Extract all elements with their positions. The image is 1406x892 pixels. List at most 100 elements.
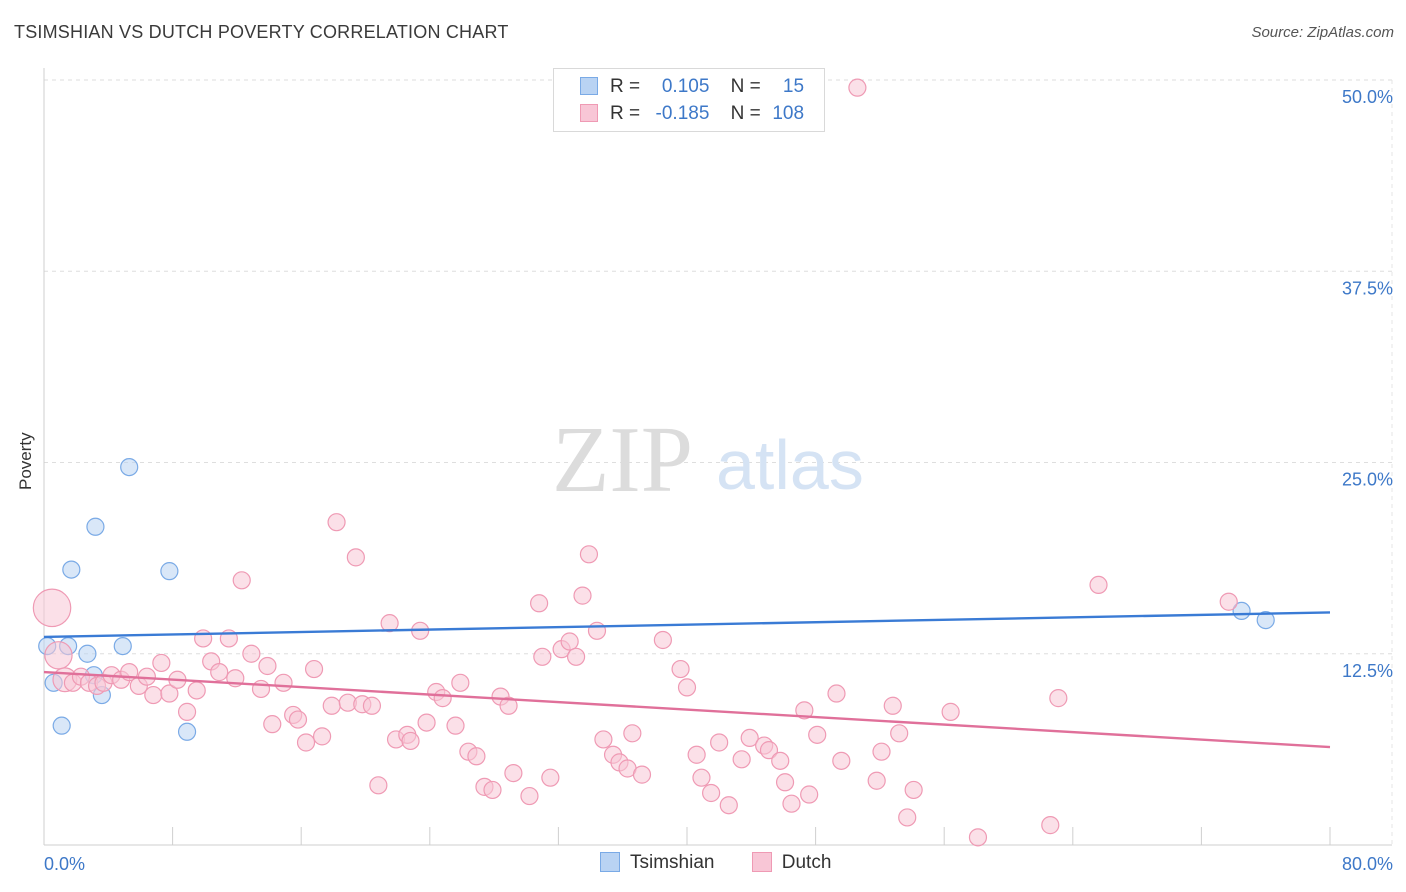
- legend-n-value-dutch: 108: [772, 103, 805, 124]
- point-dutch-61: [533, 647, 552, 666]
- point-dutch-76: [671, 659, 690, 679]
- point-dutch-79: [692, 768, 711, 787]
- point-dutch-57: [499, 696, 518, 715]
- point-dutch-87: [771, 751, 790, 770]
- point-dutch-51: [451, 673, 470, 692]
- point-dutch-90: [795, 701, 814, 720]
- point-tsimshian-5: [78, 644, 97, 663]
- point-dutch-103: [968, 828, 988, 847]
- y-tick-label-1: 25.0%: [1342, 470, 1393, 490]
- point-tsimshian-12: [177, 722, 197, 741]
- point-dutch-47: [417, 713, 436, 732]
- point-dutch-97: [872, 742, 891, 761]
- x-tick-label-min: 0.0%: [44, 854, 85, 874]
- point-dutch-21: [210, 663, 229, 682]
- point-dutch-89: [782, 794, 801, 813]
- point-dutch-83: [732, 750, 751, 769]
- y-tick-label-2: 37.5%: [1342, 278, 1393, 298]
- point-dutch-36: [327, 513, 346, 532]
- point-dutch-106: [1089, 575, 1108, 595]
- point-dutch-80: [702, 783, 721, 803]
- point-dutch-105: [1049, 689, 1068, 708]
- point-dutch-102: [941, 702, 960, 721]
- point-dutch-68: [587, 621, 607, 640]
- point-dutch-107: [1219, 592, 1238, 611]
- point-dutch-73: [623, 724, 642, 743]
- point-dutch-98: [883, 696, 902, 715]
- trend-lines: [43, 611, 1331, 749]
- legend-n-value-tsimshian: 15: [782, 76, 805, 97]
- point-dutch-33: [304, 659, 324, 679]
- point-dutch-93: [827, 684, 846, 703]
- point-dutch-41: [369, 776, 388, 795]
- point-tsimshian-2: [52, 716, 71, 735]
- series-legend: Tsimshian Dutch: [600, 852, 863, 874]
- point-tsimshian-14: [1256, 610, 1275, 630]
- point-dutch-32: [296, 733, 316, 752]
- trend-line-dutch: [43, 670, 1331, 749]
- watermark: ZIP atlas: [552, 408, 864, 512]
- point-dutch-104: [1041, 816, 1060, 835]
- point-dutch-18: [187, 681, 206, 700]
- point-dutch-74: [632, 765, 652, 784]
- watermark-zip: ZIP: [552, 408, 693, 512]
- point-dutch-69: [594, 730, 613, 749]
- x-tick-label-max: 80.0%: [1342, 854, 1393, 874]
- trend-line-tsimshian: [43, 611, 1331, 639]
- y-axis-label: Poverty: [16, 432, 35, 490]
- point-dutch-91: [800, 785, 819, 804]
- series-name-tsimshian: Tsimshian: [630, 852, 715, 873]
- point-dutch-82: [719, 796, 738, 815]
- point-dutch-92: [808, 725, 827, 744]
- series-swatch-dutch: [751, 852, 772, 872]
- source-label: Source: ZipAtlas.com: [1251, 24, 1394, 41]
- point-dutch-75: [653, 630, 672, 650]
- point-dutch-86: [759, 741, 779, 760]
- point-dutch-58: [504, 763, 523, 783]
- point-dutch-88: [775, 773, 795, 792]
- point-dutch-49: [433, 689, 452, 708]
- point-tsimshian-11: [160, 562, 179, 581]
- point-tsimshian-10: [120, 457, 139, 477]
- point-dutch-55: [483, 780, 502, 800]
- point-dutch-64: [560, 632, 579, 651]
- legend-r-label: R =: [610, 103, 641, 124]
- watermark-atlas: atlas: [716, 426, 864, 504]
- point-dutch-100: [898, 808, 917, 827]
- point-dutch-17: [177, 702, 197, 721]
- point-dutch-99: [890, 724, 909, 743]
- point-dutch-66: [573, 586, 592, 605]
- point-dutch-29: [274, 673, 293, 692]
- legend-swatch-dutch: [580, 104, 598, 122]
- tick-labels: 12.5% 25.0% 37.5% 50.0% 0.0% 80.0%: [44, 87, 1393, 874]
- point-dutch-101: [904, 780, 923, 800]
- point-tsimshian-4: [62, 560, 81, 579]
- y-tick-label-3: 50.0%: [1342, 87, 1393, 107]
- point-dutch-1: [44, 641, 73, 670]
- point-dutch-50: [446, 716, 465, 735]
- point-dutch-25: [242, 644, 261, 663]
- point-dutch-27: [258, 656, 277, 676]
- legend-swatch-tsimshian: [580, 77, 598, 95]
- point-dutch-42: [380, 614, 399, 633]
- point-dutch-65: [566, 647, 586, 666]
- point-tsimshian-9: [113, 636, 132, 656]
- point-dutch-84: [740, 728, 759, 748]
- point-tsimshian-7: [86, 517, 105, 536]
- legend-r-value-tsimshian: 0.105: [661, 76, 710, 97]
- legend-n-label: N =: [730, 103, 761, 124]
- point-dutch-67: [579, 545, 599, 564]
- grid-lines: [44, 79, 1393, 845]
- point-dutch-26: [251, 679, 271, 699]
- series-legend-dutch[interactable]: Dutch: [751, 852, 831, 874]
- point-dutch-94: [832, 751, 851, 770]
- legend-r-value-dutch: -0.185: [655, 103, 710, 124]
- legend-row-tsimshian: R = 0.105 N = 15: [580, 76, 804, 100]
- point-dutch-81: [710, 733, 729, 752]
- point-dutch-35: [322, 696, 341, 715]
- point-dutch-78: [687, 745, 706, 764]
- point-dutch-45: [401, 731, 420, 751]
- y-tick-label-0: 12.5%: [1342, 661, 1393, 681]
- series-legend-tsimshian[interactable]: Tsimshian: [600, 852, 714, 874]
